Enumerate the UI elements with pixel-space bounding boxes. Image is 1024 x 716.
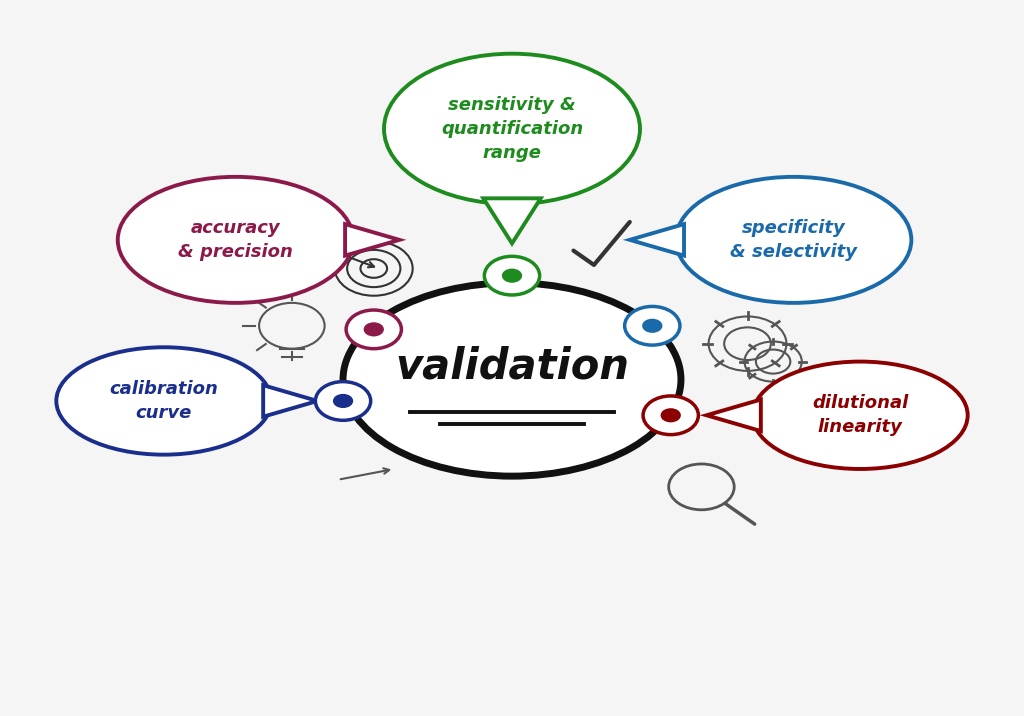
Polygon shape — [707, 400, 761, 431]
Circle shape — [643, 396, 698, 435]
Circle shape — [364, 322, 384, 337]
Circle shape — [502, 268, 522, 283]
Polygon shape — [483, 198, 541, 243]
Ellipse shape — [384, 54, 640, 204]
Text: accuracy
& precision: accuracy & precision — [178, 218, 293, 261]
Text: validation: validation — [395, 346, 629, 387]
Ellipse shape — [753, 362, 968, 469]
Circle shape — [484, 256, 540, 295]
Text: sensitivity &
quantification
range: sensitivity & quantification range — [441, 95, 583, 163]
Polygon shape — [630, 224, 684, 256]
Polygon shape — [345, 224, 399, 256]
Text: dilutional
linearity: dilutional linearity — [812, 394, 908, 437]
Circle shape — [315, 382, 371, 420]
Ellipse shape — [676, 177, 911, 303]
Text: specificity
& selectivity: specificity & selectivity — [730, 218, 857, 261]
Circle shape — [333, 394, 353, 408]
Polygon shape — [263, 385, 317, 417]
Ellipse shape — [118, 177, 353, 303]
Text: calibration
curve: calibration curve — [110, 379, 218, 422]
Ellipse shape — [56, 347, 271, 455]
Ellipse shape — [343, 283, 681, 476]
Circle shape — [642, 319, 663, 333]
Circle shape — [660, 408, 681, 422]
Circle shape — [625, 306, 680, 345]
Circle shape — [346, 310, 401, 349]
